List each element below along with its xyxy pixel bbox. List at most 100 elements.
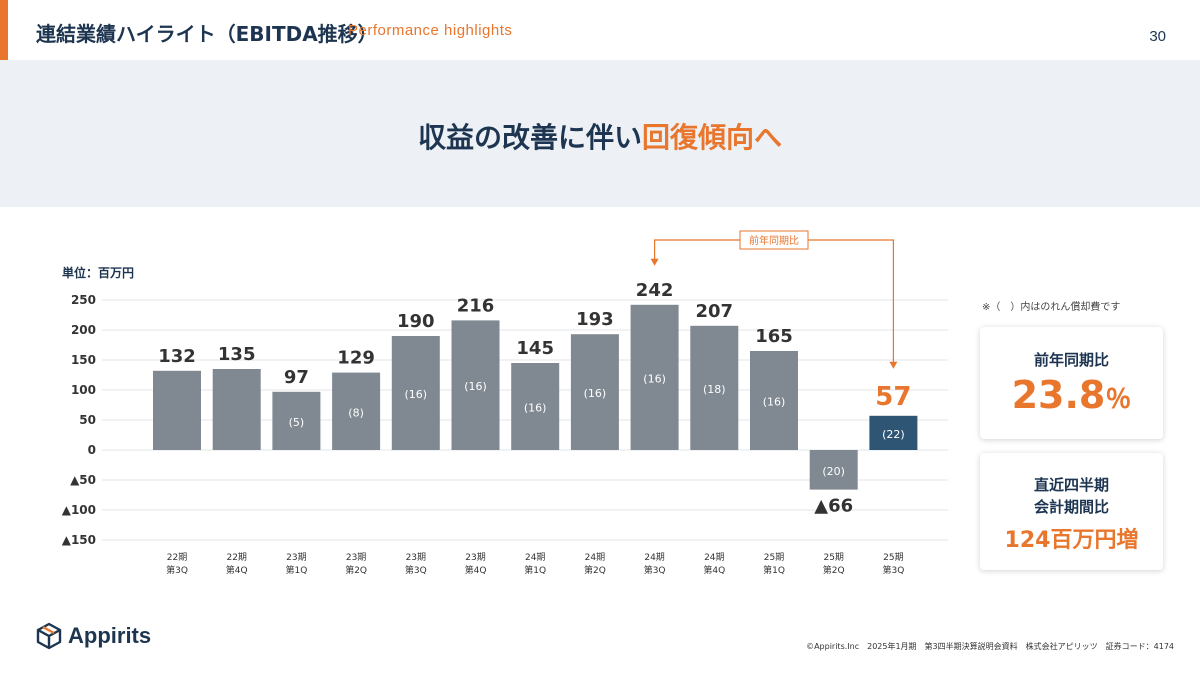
x-tick-label: 第2Q	[823, 564, 845, 576]
headline-highlight: 回復傾向へ	[642, 121, 783, 154]
bar-inner-label: (8)	[348, 406, 364, 419]
comparison-arrow-head	[889, 361, 898, 369]
x-tick-label: 第4Q	[465, 564, 487, 576]
logo-text: Appirits	[68, 623, 152, 648]
bar-value-label: 129	[337, 348, 375, 369]
headline-banner	[0, 60, 1200, 207]
x-tick-label: 24期	[704, 552, 724, 563]
bar-inner-label: (16)	[524, 402, 547, 415]
bar-inner-label: (16)	[643, 372, 666, 385]
x-tick-label: 24期	[525, 552, 545, 563]
x-tick-label: 第3Q	[405, 564, 427, 576]
x-tick-label: 第4Q	[703, 564, 725, 576]
y-tick-label: 0	[88, 443, 96, 457]
qoq-label-line2: 会計期間比	[1033, 498, 1109, 516]
bar-value-label: 193	[576, 309, 614, 330]
bar	[153, 370, 201, 450]
x-tick-label: 25期	[883, 552, 903, 563]
bar-value-label: ▲66	[814, 496, 853, 517]
bar-value-label: 207	[696, 301, 734, 322]
bar	[690, 325, 739, 450]
x-tick-label: 第1Q	[763, 564, 785, 576]
bar	[809, 450, 858, 490]
bar-value-label: 190	[397, 311, 435, 332]
page-number: 30	[1149, 28, 1166, 45]
bar-inner-label: (16)	[405, 388, 428, 401]
x-tick-label: 第3Q	[166, 564, 188, 576]
yoy-value: 23.8	[1011, 373, 1106, 417]
bar-inner-label: (22)	[882, 428, 905, 441]
y-tick-label: 250	[71, 293, 96, 307]
x-tick-label: 第1Q	[285, 564, 307, 576]
bar-inner-label: (5)	[289, 416, 305, 429]
qoq-value: 124百万円増	[1004, 528, 1139, 553]
x-tick-label: 25期	[823, 552, 843, 563]
qoq-card: 直近四半期 会計期間比 124百万円増	[980, 453, 1163, 570]
y-tick-label: 100	[71, 383, 96, 397]
bar	[272, 391, 321, 450]
x-tick-label: 24期	[585, 552, 605, 563]
header-accent-bar	[0, 0, 8, 60]
x-tick-label: 23期	[406, 552, 426, 563]
bar-value-label: 132	[158, 346, 196, 367]
bar-inner-label: (18)	[703, 383, 726, 396]
bar	[750, 351, 798, 450]
bar	[212, 369, 261, 450]
x-tick-label: 25期	[764, 552, 784, 563]
bar	[391, 336, 440, 450]
bar	[332, 372, 381, 450]
bar	[570, 334, 619, 450]
yoy-card: 前年同期比 23.8％	[980, 327, 1163, 439]
yoy-unit: ％	[1105, 385, 1132, 415]
bar	[630, 304, 679, 450]
slide-title: 連結業績ハイライト（EBITDA推移）	[36, 22, 378, 46]
x-tick-label: 第2Q	[345, 564, 367, 576]
x-tick-label: 第3Q	[882, 564, 904, 576]
y-tick-label: ▲50	[70, 473, 96, 487]
slide-subtitle: Performance highlights	[348, 22, 513, 39]
unit-label: 単位：百万円	[62, 265, 134, 280]
footer-copyright: ©Appirits.Inc 2025年1月期 第3四半期決算説明会資料 株式会社…	[806, 642, 1174, 651]
x-tick-label: 23期	[286, 552, 306, 563]
yoy-value-wrap: 23.8％	[980, 373, 1163, 417]
x-tick-label: 23期	[346, 552, 366, 563]
y-tick-label: ▲150	[62, 533, 96, 547]
bar-inner-label: (16)	[584, 387, 607, 400]
x-tick-label: 第1Q	[524, 564, 546, 576]
x-tick-label: 第4Q	[226, 564, 248, 576]
x-tick-label: 22期	[167, 552, 187, 563]
x-tick-label: 23期	[465, 552, 485, 563]
bar-value-label: 145	[516, 338, 554, 359]
bar-value-label: 242	[636, 280, 674, 301]
headline: 収益の改善に伴い回復傾向へ	[0, 116, 1200, 156]
x-tick-label: 第2Q	[584, 564, 606, 576]
bar-value-label: 216	[457, 295, 495, 316]
bar	[869, 415, 918, 450]
bar-value-label: 57	[875, 382, 911, 412]
x-tick-label: 第3Q	[644, 564, 666, 576]
comparison-arrow-head	[650, 258, 659, 266]
goodwill-note: ※（ ）内はのれん償却費です	[982, 302, 1121, 313]
y-tick-label: ▲100	[62, 503, 96, 517]
bar-value-label: 165	[755, 326, 793, 347]
comparison-label-box	[739, 230, 809, 250]
y-tick-label: 50	[79, 413, 96, 427]
x-tick-label: 22期	[226, 552, 246, 563]
cube-logo-icon	[36, 622, 62, 650]
ebitda-bar-chart: 単位：百万円250200150100500▲50▲100▲15013222期第3…	[62, 230, 948, 576]
bar-value-label: 97	[284, 367, 309, 388]
bar-inner-label: (16)	[464, 380, 487, 393]
bar-value-label: 135	[218, 344, 256, 365]
bar	[451, 320, 500, 450]
qoq-label-line1: 直近四半期	[1033, 476, 1109, 494]
y-tick-label: 200	[71, 323, 96, 337]
yoy-label: 前年同期比	[1033, 351, 1109, 369]
headline-prefix: 収益の改善に伴い	[417, 121, 642, 154]
company-logo: Appirits	[36, 622, 151, 650]
bar-inner-label: (16)	[763, 396, 786, 409]
x-tick-label: 24期	[644, 552, 664, 563]
bar-inner-label: (20)	[822, 465, 845, 478]
bar	[511, 363, 560, 450]
comparison-label: 前年同期比	[749, 234, 799, 247]
y-tick-label: 150	[71, 353, 96, 367]
